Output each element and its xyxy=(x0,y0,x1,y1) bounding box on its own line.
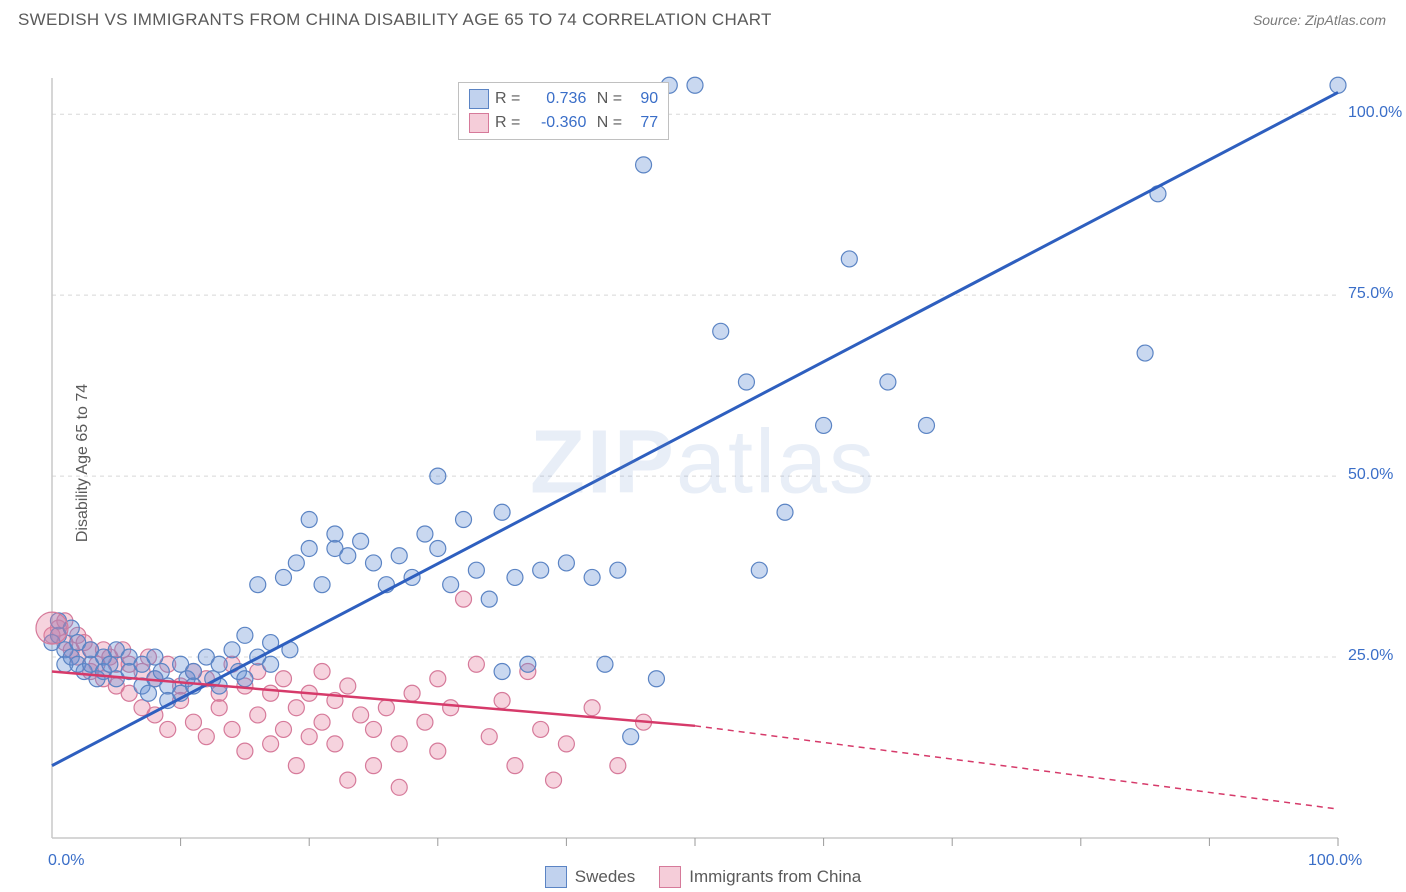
legend-item-china: Immigrants from China xyxy=(659,866,861,888)
y-tick-label: 25.0% xyxy=(1348,647,1398,665)
r-label: R = xyxy=(495,90,520,108)
n-value-swedes: 90 xyxy=(628,90,658,108)
n-label: N = xyxy=(592,90,622,108)
swatch-china-icon xyxy=(469,113,489,133)
r-label: R = xyxy=(495,114,520,132)
r-value-swedes: 0.736 xyxy=(526,90,586,108)
stats-row-china: R = -0.360 N = 77 xyxy=(469,111,658,135)
n-label: N = xyxy=(592,114,622,132)
legend-swatch-china-icon xyxy=(659,866,681,888)
legend-swatch-swedes-icon xyxy=(545,866,567,888)
bottom-legend: Swedes Immigrants from China xyxy=(0,866,1406,888)
n-value-china: 77 xyxy=(628,114,658,132)
legend-label-swedes: Swedes xyxy=(575,867,635,887)
r-value-china: -0.360 xyxy=(526,114,586,132)
chart-container: Disability Age 65 to 74 ZIPatlas R = 0.7… xyxy=(0,38,1406,888)
correlation-stats-box: R = 0.736 N = 90 R = -0.360 N = 77 xyxy=(458,82,669,140)
chart-source: Source: ZipAtlas.com xyxy=(1253,12,1386,28)
scatter-plot xyxy=(0,38,1406,848)
stats-row-swedes: R = 0.736 N = 90 xyxy=(469,87,658,111)
y-tick-label: 50.0% xyxy=(1348,466,1398,484)
x-tick-label: 0.0% xyxy=(48,852,84,870)
y-tick-label: 100.0% xyxy=(1348,104,1398,122)
x-tick-label: 100.0% xyxy=(1308,852,1362,870)
chart-header: SWEDISH VS IMMIGRANTS FROM CHINA DISABIL… xyxy=(0,0,1406,38)
y-tick-label: 75.0% xyxy=(1348,285,1398,303)
swatch-swedes-icon xyxy=(469,89,489,109)
legend-label-china: Immigrants from China xyxy=(689,867,861,887)
y-axis-label: Disability Age 65 to 74 xyxy=(74,384,92,542)
legend-item-swedes: Swedes xyxy=(545,866,635,888)
chart-title: SWEDISH VS IMMIGRANTS FROM CHINA DISABIL… xyxy=(18,10,772,30)
